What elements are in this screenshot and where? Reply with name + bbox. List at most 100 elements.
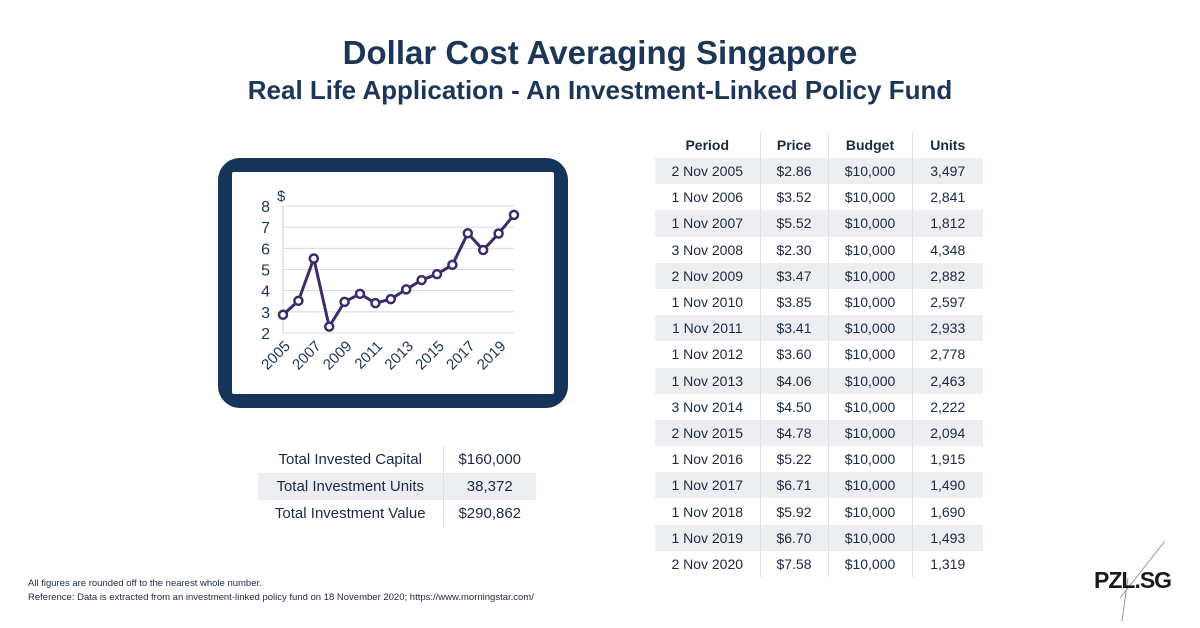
table-row: 1 Nov 2006 $3.52 $10,000 2,841 <box>655 184 983 211</box>
summary-value: $290,862 <box>458 505 522 522</box>
logo-signature-mark <box>1119 540 1166 622</box>
table-cell: $5.92 <box>759 498 828 525</box>
data-point <box>277 309 289 321</box>
table-row: 1 Nov 2012 $3.60 $10,000 2,778 <box>655 341 983 368</box>
table-cell: 2,597 <box>911 288 983 316</box>
table-cell: $10,000 <box>827 498 912 525</box>
table-cell: 1,812 <box>911 210 983 237</box>
summary-value: $160,000 <box>458 451 522 468</box>
data-point <box>508 209 520 221</box>
x-tick-label: 2015 <box>412 338 448 374</box>
summary-value: 38,372 <box>443 473 536 500</box>
table-cell: 3,497 <box>911 158 983 185</box>
data-point <box>308 253 320 264</box>
table-row: 1 Nov 2007 $5.52 $10,000 1,812 <box>655 210 983 237</box>
table-cell: $6.71 <box>759 472 828 499</box>
table-cell: $3.52 <box>759 184 828 211</box>
y-tick-label: 5 <box>261 263 270 280</box>
data-point <box>339 296 350 308</box>
table-cell: $10,000 <box>827 550 912 577</box>
table-cell: $10,000 <box>827 288 912 316</box>
table-cell: 1 Nov 2016 <box>671 451 744 468</box>
table-cell: $5.52 <box>759 210 828 237</box>
data-point <box>477 244 489 256</box>
table-row: 1 Nov 2016 $5.22 $10,000 1,915 <box>655 446 983 473</box>
data-point <box>462 228 474 239</box>
column-header: Budget <box>827 132 912 158</box>
x-tick-label: 2013 <box>381 338 417 374</box>
table-cell: 2,933 <box>911 315 983 342</box>
table-cell: $10,000 <box>827 419 912 447</box>
table-row: 1 Nov 2018 $5.92 $10,000 1,690 <box>655 498 983 525</box>
data-point <box>293 295 304 307</box>
y-tick-label: 6 <box>261 241 270 258</box>
table-row: 1 Nov 2013 $4.06 $10,000 2,463 <box>655 367 983 394</box>
footnote-reference: Reference: Data is extracted from an inv… <box>28 592 534 603</box>
table-cell: 1 Nov 2012 <box>671 346 744 363</box>
logo: PZL.SG <box>1094 567 1172 593</box>
table-cell: 2,882 <box>911 262 983 289</box>
page-title: Dollar Cost Averaging Singapore <box>342 34 858 71</box>
table-row: 1 Nov 2011 $3.41 $10,000 2,933 <box>655 315 983 342</box>
table-cell: 1 Nov 2007 <box>655 210 760 237</box>
table-cell: $10,000 <box>827 524 912 551</box>
table-cell: $2.86 <box>759 158 828 185</box>
y-axis-label: $ <box>277 188 286 205</box>
table-cell: 2,463 <box>911 367 983 394</box>
tablet-screen <box>232 172 554 394</box>
table-cell: $4.78 <box>759 419 828 447</box>
y-tick-label: 2 <box>261 326 270 343</box>
footnote-rounding: All figures are rounded off to the neare… <box>28 578 262 589</box>
price-line-chart: $ 2 3 4 5 6 7 8 2005200720092011201320152017201… <box>258 188 520 374</box>
summary-label: Total Investment Units <box>258 473 444 500</box>
table-cell: $4.50 <box>759 393 828 420</box>
table-cell: 1 Nov 2011 <box>655 315 760 342</box>
table-cell: 1,915 <box>911 446 983 473</box>
summary-table: Total Invested Capital $160,000 Total Inve… <box>258 446 536 527</box>
table-row: 3 Nov 2008 $2.30 $10,000 4,348 <box>655 236 983 263</box>
table-cell: 4,348 <box>911 236 983 263</box>
x-tick-label: 2011 <box>351 338 386 373</box>
y-tick-label: 4 <box>261 284 270 301</box>
table-cell: 1 Nov 2019 <box>655 524 760 551</box>
table-cell: $10,000 <box>827 472 912 499</box>
table-cell: $10,000 <box>827 184 912 211</box>
table-row: 2 Nov 2005 $2.86 $10,000 3,497 <box>655 158 983 185</box>
table-cell: $5.22 <box>759 446 828 473</box>
summary-label: Total Invested Capital <box>258 446 444 473</box>
table-row: 2 Nov 2015 $4.78 $10,000 2,094 <box>655 419 983 447</box>
x-tick-label: 2007 <box>289 338 325 374</box>
table-cell: 2 Nov 2020 <box>671 555 744 572</box>
table-row: 3 Nov 2014 $4.50 $10,000 2,222 <box>655 393 983 420</box>
table-cell: $3.60 <box>759 341 828 368</box>
table-cell: 2,222 <box>911 393 983 420</box>
table-cell: 1,493 <box>911 524 983 551</box>
data-point <box>385 293 397 305</box>
table-cell: 3 Nov 2008 <box>671 241 744 258</box>
data-point <box>493 228 504 239</box>
y-tick-label: 7 <box>261 220 270 237</box>
table-cell: 2,778 <box>911 341 983 368</box>
table-cell: 2 Nov 2005 <box>655 158 760 185</box>
table-cell: $10,000 <box>827 158 912 185</box>
page-subtitle: Real Life Application - An Investment-Li… <box>247 75 953 105</box>
table-cell: 2 Nov 2015 <box>655 419 760 447</box>
table-cell: $10,000 <box>827 341 912 368</box>
x-tick-label: 2005 <box>258 338 294 374</box>
table-row: 2 Nov 2020 $7.58 $10,000 1,319 <box>655 550 983 577</box>
table-cell: $10,000 <box>827 262 912 289</box>
table-cell: $10,000 <box>827 315 912 342</box>
table-cell: $10,000 <box>827 236 912 263</box>
table-cell: $7.58 <box>759 550 828 577</box>
table-row: 1 Nov 2010 $3.85 $10,000 2,597 <box>655 288 983 316</box>
table-cell: $10,000 <box>827 210 912 237</box>
x-tick-label: 2009 <box>320 338 356 374</box>
table-cell: $10,000 <box>827 367 912 394</box>
table-row: 2 Nov 2009 $3.47 $10,000 2,882 <box>655 262 983 289</box>
data-point <box>370 297 381 309</box>
table-cell: 1 Nov 2010 <box>671 294 744 311</box>
summary-label: Total Investment Value <box>258 500 444 527</box>
table-cell: $10,000 <box>827 393 912 420</box>
table-cell: 1 Nov 2017 <box>655 472 760 499</box>
price-series-line <box>281 213 516 331</box>
